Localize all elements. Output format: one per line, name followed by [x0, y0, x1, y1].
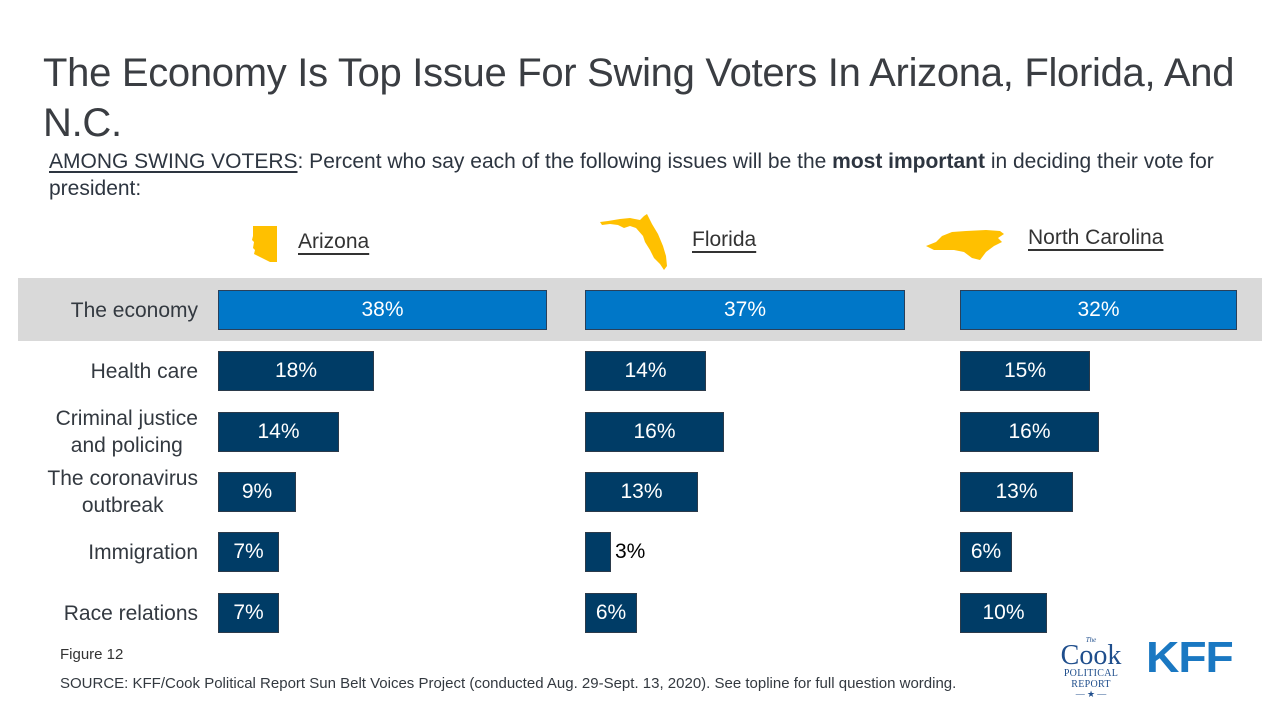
bar-north-carolina-the-coronavirus-outbreak: 13% [960, 472, 1073, 512]
bar-north-carolina-the-economy: 32% [960, 290, 1237, 330]
data-label-north-carolina-the-coronavirus-outbreak: 13% [995, 480, 1038, 503]
category-label-text: Criminal justice and policing [55, 407, 198, 457]
data-label-arizona-race-relations: 7% [233, 601, 264, 624]
category-label-the-coronavirus-outbreak: The coronavirus outbreak [0, 464, 198, 520]
bar-north-carolina-criminal-justice-and-policing: 16% [960, 412, 1099, 452]
data-label-north-carolina-race-relations: 10% [982, 601, 1025, 624]
bar-arizona-race-relations: 7% [218, 593, 279, 633]
state-name-florida: Florida [692, 228, 757, 251]
data-label-florida-the-coronavirus-outbreak: 13% [620, 480, 663, 503]
cook-logo-the: The [1085, 636, 1097, 644]
bar-arizona-the-economy: 38% [218, 290, 547, 330]
data-label-north-carolina-the-economy: 32% [1077, 298, 1120, 321]
data-label-north-carolina-health-care: 15% [1003, 359, 1047, 382]
chart-title: The Economy Is Top Issue For Swing Voter… [43, 51, 1235, 145]
data-label-florida-the-economy: 37% [723, 298, 767, 321]
category-label-text: Race relations [63, 601, 198, 625]
data-label-arizona-immigration: 7% [233, 540, 264, 563]
cook-logo-political: POLITICAL [1063, 668, 1119, 679]
chart-subtitle: AMONG SWING VOTERS: Percent who say each… [49, 148, 1229, 202]
state-name-arizona: Arizona [298, 230, 370, 253]
data-label-arizona-the-coronavirus-outbreak: 9% [241, 480, 273, 503]
bar-florida-health-care: 14% [585, 351, 706, 391]
data-label-florida-health-care: 14% [624, 359, 667, 382]
cook-logo-star: — ★ — [1075, 689, 1107, 699]
category-label-immigration: Immigration [0, 524, 198, 580]
subtitle-text-2: in deciding their vote for president: [49, 150, 1214, 200]
data-label-florida-immigration: 3% [615, 540, 646, 563]
cook-logo-name: Cook [1060, 640, 1122, 671]
subtitle-emphasis: most important [832, 150, 985, 173]
subtitle-text-1: : Percent who say each of the following … [297, 150, 833, 173]
category-label-health-care: Health care [0, 343, 198, 399]
state-header-florida: Florida [598, 214, 798, 270]
bar-north-carolina-race-relations: 10% [960, 593, 1047, 633]
bar-florida-criminal-justice-and-policing: 16% [585, 412, 724, 452]
bar-north-carolina-immigration: 6% [960, 532, 1012, 572]
bar-arizona-immigration: 7% [218, 532, 279, 572]
bar-arizona-the-coronavirus-outbreak: 9% [218, 472, 296, 512]
state-header-arizona: Arizona [248, 220, 448, 270]
category-label-text: Immigration [88, 540, 198, 564]
category-label-text: The economy [70, 298, 198, 322]
bar-florida-the-coronavirus-outbreak: 13% [585, 472, 698, 512]
bar-north-carolina-health-care: 15% [960, 351, 1090, 391]
category-label-text: The coronavirus outbreak [47, 467, 198, 517]
bar-florida-immigration [585, 532, 611, 572]
north-carolina-map-icon [926, 230, 1004, 260]
bar-florida-race-relations: 6% [585, 593, 637, 633]
cook-logo-report: REPORT [1071, 679, 1111, 690]
bar-florida-the-economy: 37% [585, 290, 905, 330]
data-label-north-carolina-criminal-justice-and-policing: 16% [1008, 420, 1051, 443]
data-label-arizona-criminal-justice-and-policing: 14% [257, 420, 300, 443]
florida-map-icon [600, 214, 667, 270]
state-name-north-carolina: North Carolina [1028, 226, 1164, 249]
bar-arizona-health-care: 18% [218, 351, 374, 391]
data-label-florida-race-relations: 6% [595, 601, 627, 624]
data-label-north-carolina-immigration: 6% [970, 540, 1002, 563]
cook-political-report-logo: The Cook POLITICAL REPORT — ★ — [1055, 637, 1127, 699]
data-label-arizona-the-economy: 38% [361, 298, 404, 321]
category-label-criminal-justice-and-policing: Criminal justice and policing [0, 404, 198, 460]
data-label-florida-criminal-justice-and-policing: 16% [633, 420, 676, 443]
category-label-race-relations: Race relations [0, 585, 198, 641]
category-label-text: Health care [90, 359, 198, 383]
category-label-the-economy: The economy [0, 282, 198, 338]
source-note: SOURCE: KFF/Cook Political Report Sun Be… [60, 675, 957, 692]
kff-logo: KFF [1146, 633, 1234, 682]
arizona-map-icon [252, 226, 277, 262]
subtitle-population: AMONG SWING VOTERS [49, 150, 298, 173]
figure-number: Figure 12 [60, 646, 124, 663]
bar-arizona-criminal-justice-and-policing: 14% [218, 412, 339, 452]
data-label-arizona-health-care: 18% [274, 359, 318, 382]
state-header-north-carolina: North Carolina [924, 220, 1224, 270]
